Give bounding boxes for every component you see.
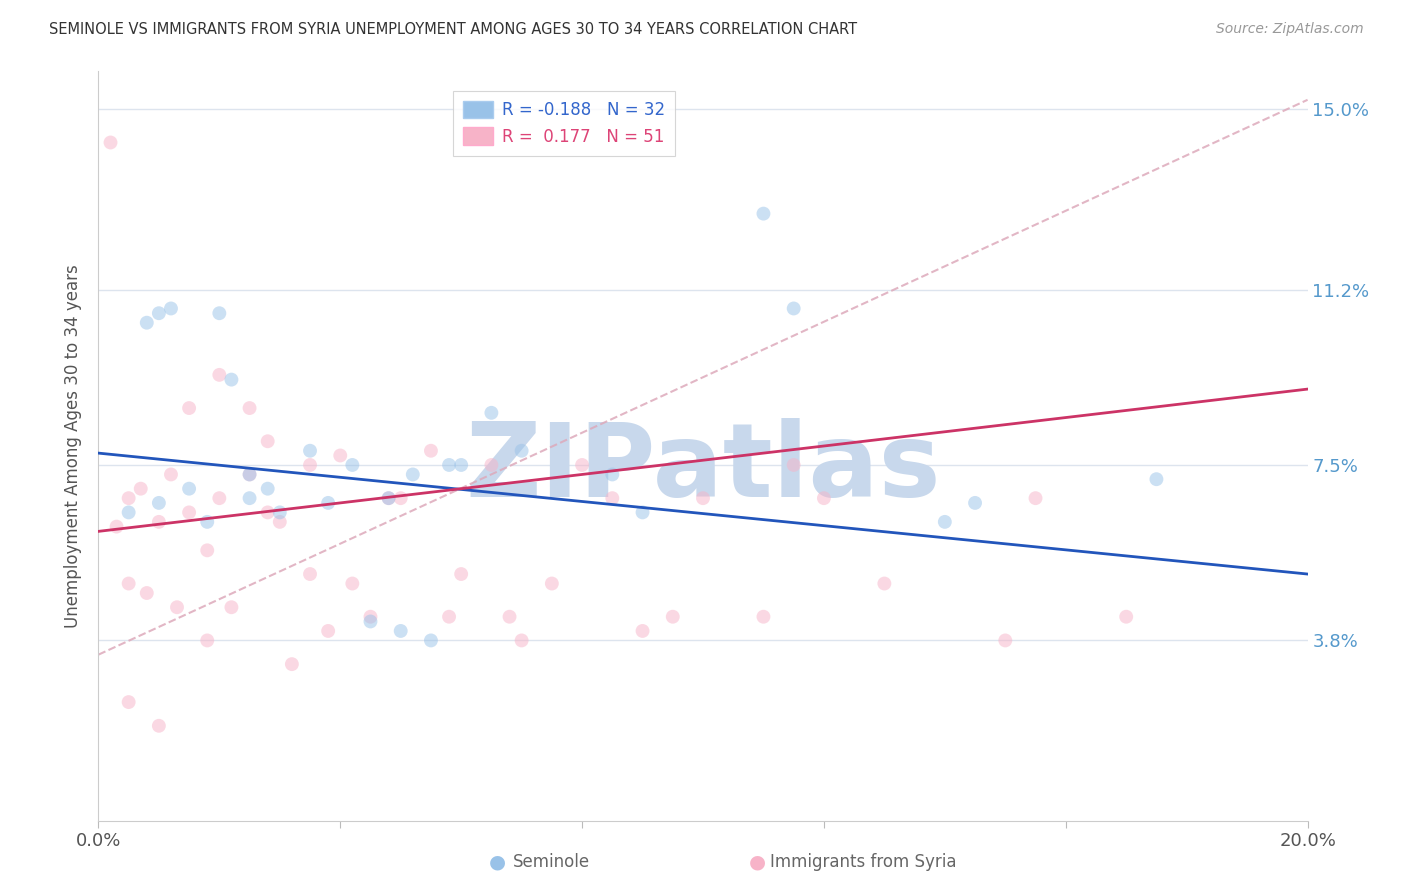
Text: ZIPatlas: ZIPatlas [465, 418, 941, 519]
Text: ●: ● [749, 852, 766, 871]
Point [934, 515, 956, 529]
Point [195, 543, 218, 558]
Point [661, 609, 683, 624]
Point [510, 443, 533, 458]
Point [377, 491, 399, 505]
Point [360, 609, 382, 624]
Point [239, 491, 262, 505]
Point [571, 458, 593, 472]
Text: SEMINOLE VS IMMIGRANTS FROM SYRIA UNEMPLOYMENT AMONG AGES 30 TO 34 YEARS CORRELA: SEMINOLE VS IMMIGRANTS FROM SYRIA UNEMPL… [49, 22, 858, 37]
Point [129, 482, 152, 496]
Point [498, 609, 520, 624]
Point [135, 316, 157, 330]
Point [783, 301, 806, 316]
Point [602, 491, 624, 505]
Point [377, 491, 399, 505]
Point [269, 515, 291, 529]
Point [994, 633, 1017, 648]
Point [118, 491, 141, 505]
Point [208, 306, 231, 320]
Point [437, 458, 460, 472]
Point [105, 519, 128, 533]
Point [148, 496, 170, 510]
Point [420, 633, 443, 648]
Y-axis label: Unemployment Among Ages 30 to 34 years: Unemployment Among Ages 30 to 34 years [65, 264, 83, 628]
Point [269, 505, 291, 519]
Point [783, 458, 806, 472]
Point [281, 657, 304, 672]
Point [148, 306, 170, 320]
Point [221, 600, 243, 615]
Point [602, 467, 624, 482]
Point [481, 406, 503, 420]
Point [813, 491, 835, 505]
Point [299, 443, 322, 458]
Point [256, 482, 278, 496]
Point [100, 136, 122, 150]
Point [208, 368, 231, 382]
Point [360, 615, 382, 629]
Point [118, 695, 141, 709]
Point [179, 401, 201, 415]
Point [631, 624, 654, 638]
Point [256, 434, 278, 449]
Point [135, 586, 157, 600]
Point [148, 515, 170, 529]
Point [299, 567, 322, 582]
Point [118, 505, 141, 519]
Point [389, 491, 412, 505]
Point [1024, 491, 1046, 505]
Text: ●: ● [489, 852, 506, 871]
Point [389, 624, 412, 638]
Point [1115, 609, 1137, 624]
Text: Seminole: Seminole [513, 853, 591, 871]
Point [540, 576, 562, 591]
Point [239, 401, 262, 415]
Point [329, 449, 352, 463]
Point [342, 576, 364, 591]
Point [316, 624, 339, 638]
Point [481, 458, 503, 472]
Point [631, 505, 654, 519]
Point [160, 301, 183, 316]
Point [256, 505, 278, 519]
Point [239, 467, 262, 482]
Point [208, 491, 231, 505]
Point [160, 467, 183, 482]
Point [420, 443, 443, 458]
Point [166, 600, 188, 615]
Point [118, 576, 141, 591]
Point [179, 505, 201, 519]
Point [510, 633, 533, 648]
Point [873, 576, 896, 591]
Point [221, 373, 243, 387]
Point [402, 467, 425, 482]
Point [195, 515, 218, 529]
Point [437, 609, 460, 624]
Point [195, 633, 218, 648]
Point [450, 458, 472, 472]
Point [239, 467, 262, 482]
Point [179, 482, 201, 496]
Point [299, 458, 322, 472]
Point [752, 609, 775, 624]
Legend: R = -0.188   N = 32, R =  0.177   N = 51: R = -0.188 N = 32, R = 0.177 N = 51 [453, 91, 675, 155]
Point [692, 491, 714, 505]
Point [1144, 472, 1167, 486]
Text: Source: ZipAtlas.com: Source: ZipAtlas.com [1216, 22, 1364, 37]
Point [148, 719, 170, 733]
Point [965, 496, 987, 510]
Point [342, 458, 364, 472]
Point [752, 206, 775, 220]
Point [316, 496, 339, 510]
Point [450, 567, 472, 582]
Text: Immigrants from Syria: Immigrants from Syria [770, 853, 957, 871]
